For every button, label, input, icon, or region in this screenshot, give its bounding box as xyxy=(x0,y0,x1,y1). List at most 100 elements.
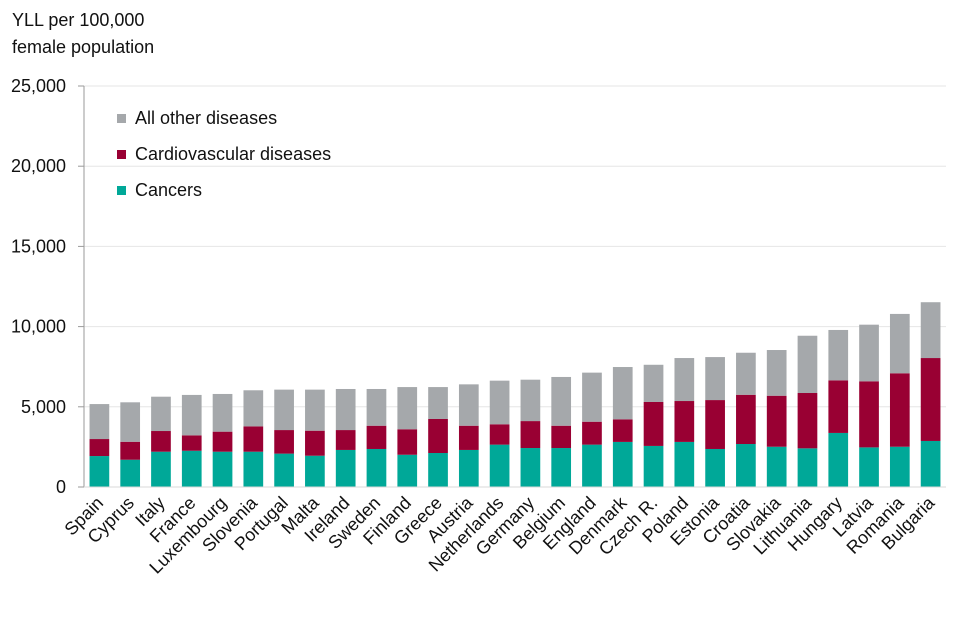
bar-denmark-cardiovascular-diseases[interactable] xyxy=(612,419,633,442)
bar-france-cardiovascular-diseases[interactable] xyxy=(181,435,202,451)
bar-hungary-cardiovascular-diseases[interactable] xyxy=(828,380,849,433)
bar-latvia-cardiovascular-diseases[interactable] xyxy=(859,381,879,448)
bar-spain-cardiovascular-diseases[interactable] xyxy=(89,439,110,457)
bar-poland-cancers[interactable] xyxy=(674,441,695,487)
bar-luxembourg-all-other-diseases[interactable] xyxy=(212,393,233,432)
bar-group-latvia xyxy=(859,324,879,487)
bar-luxembourg-cardiovascular-diseases[interactable] xyxy=(212,431,233,452)
bar-slovenia-all-other-diseases[interactable] xyxy=(243,390,264,427)
bar-ireland-cancers[interactable] xyxy=(335,449,356,487)
bar-latvia-cancers[interactable] xyxy=(859,447,879,487)
bar-slovenia-cardiovascular-diseases[interactable] xyxy=(243,426,264,452)
bar-czech-r-cancers[interactable] xyxy=(643,445,664,487)
bar-portugal-all-other-diseases[interactable] xyxy=(274,389,294,431)
bar-group-austria xyxy=(458,384,479,487)
bar-slovenia-cancers[interactable] xyxy=(243,451,264,487)
bar-slovakia-all-other-diseases[interactable] xyxy=(766,350,787,396)
bar-romania-cardiovascular-diseases[interactable] xyxy=(889,373,910,447)
bar-austria-cancers[interactable] xyxy=(458,449,479,487)
bar-slovakia-cardiovascular-diseases[interactable] xyxy=(766,395,787,447)
bar-lithuania-cancers[interactable] xyxy=(797,448,818,487)
legend: All other diseases Cardiovascular diseas… xyxy=(117,100,331,208)
bar-netherlands-cardiovascular-diseases[interactable] xyxy=(489,424,510,445)
bar-lithuania-cardiovascular-diseases[interactable] xyxy=(797,393,818,449)
bar-ireland-all-other-diseases[interactable] xyxy=(335,388,356,431)
bar-ireland-cardiovascular-diseases[interactable] xyxy=(335,430,356,450)
bar-italy-cardiovascular-diseases[interactable] xyxy=(151,431,171,452)
bar-group-slovenia xyxy=(243,390,264,487)
bar-poland-all-other-diseases[interactable] xyxy=(674,358,695,402)
bar-finland-all-other-diseases[interactable] xyxy=(397,387,418,430)
bar-austria-all-other-diseases[interactable] xyxy=(458,384,479,426)
bar-england-cancers[interactable] xyxy=(582,444,602,487)
bar-greece-cancers[interactable] xyxy=(428,452,448,487)
bar-belgium-all-other-diseases[interactable] xyxy=(551,376,572,426)
bar-italy-cancers[interactable] xyxy=(151,451,171,487)
bar-spain-all-other-diseases[interactable] xyxy=(89,404,110,440)
bar-malta-cancers[interactable] xyxy=(305,455,325,487)
bar-bulgaria-all-other-diseases[interactable] xyxy=(920,302,941,359)
bar-spain-cancers[interactable] xyxy=(89,456,110,487)
bar-estonia-cancers[interactable] xyxy=(705,448,725,487)
bar-portugal-cancers[interactable] xyxy=(274,453,294,487)
bar-croatia-cardiovascular-diseases[interactable] xyxy=(736,394,756,445)
y-tick-label: 0 xyxy=(56,477,66,497)
bar-romania-all-other-diseases[interactable] xyxy=(889,313,910,374)
bar-finland-cancers[interactable] xyxy=(397,454,418,487)
bar-denmark-cancers[interactable] xyxy=(612,441,633,487)
bar-estonia-cardiovascular-diseases[interactable] xyxy=(705,400,725,449)
bar-sweden-cancers[interactable] xyxy=(366,448,387,487)
bar-cyprus-cardiovascular-diseases[interactable] xyxy=(120,441,141,460)
bar-denmark-all-other-diseases[interactable] xyxy=(612,367,633,420)
x-tick-labels: SpainCyprusItalyFranceLuxembourgSlovenia… xyxy=(61,492,940,578)
bar-italy-all-other-diseases[interactable] xyxy=(151,396,171,432)
bar-belgium-cancers[interactable] xyxy=(551,448,572,487)
bar-belgium-cardiovascular-diseases[interactable] xyxy=(551,425,572,449)
bar-poland-cardiovascular-diseases[interactable] xyxy=(674,401,695,442)
bar-greece-all-other-diseases[interactable] xyxy=(428,387,448,419)
bar-croatia-cancers[interactable] xyxy=(736,444,756,487)
bar-bulgaria-cardiovascular-diseases[interactable] xyxy=(920,358,941,441)
bar-czech-r-all-other-diseases[interactable] xyxy=(643,364,664,402)
bar-finland-cardiovascular-diseases[interactable] xyxy=(397,429,418,455)
bar-portugal-cardiovascular-diseases[interactable] xyxy=(274,430,294,454)
bar-bulgaria-cancers[interactable] xyxy=(920,440,941,487)
bar-hungary-cancers[interactable] xyxy=(828,432,849,487)
bar-england-all-other-diseases[interactable] xyxy=(582,372,602,422)
bar-group-slovakia xyxy=(766,350,787,487)
bar-sweden-cardiovascular-diseases[interactable] xyxy=(366,425,387,449)
y-tick-label: 20,000 xyxy=(11,156,66,176)
bar-austria-cardiovascular-diseases[interactable] xyxy=(458,425,479,450)
bar-england-cardiovascular-diseases[interactable] xyxy=(582,421,602,445)
bar-group-bulgaria xyxy=(920,302,941,487)
bar-france-cancers[interactable] xyxy=(181,450,202,487)
bar-greece-cardiovascular-diseases[interactable] xyxy=(428,418,448,453)
bar-lithuania-all-other-diseases[interactable] xyxy=(797,335,818,394)
bar-romania-cancers[interactable] xyxy=(889,446,910,487)
bar-malta-all-other-diseases[interactable] xyxy=(305,389,325,431)
bar-sweden-all-other-diseases[interactable] xyxy=(366,388,387,426)
bar-germany-all-other-diseases[interactable] xyxy=(520,379,541,422)
bar-slovakia-cancers[interactable] xyxy=(766,446,787,487)
bar-luxembourg-cancers[interactable] xyxy=(212,451,233,487)
legend-item-all-other-diseases[interactable]: All other diseases xyxy=(117,100,331,136)
bar-france-all-other-diseases[interactable] xyxy=(181,394,202,436)
bar-czech-r-cardiovascular-diseases[interactable] xyxy=(643,401,664,446)
bar-group-france xyxy=(181,394,202,487)
legend-item-cardiovascular-diseases[interactable]: Cardiovascular diseases xyxy=(117,136,331,172)
bar-netherlands-cancers[interactable] xyxy=(489,444,510,487)
bar-group-czech-r xyxy=(643,364,664,487)
bar-cyprus-cancers[interactable] xyxy=(120,459,141,487)
bar-germany-cardiovascular-diseases[interactable] xyxy=(520,421,541,449)
bar-estonia-all-other-diseases[interactable] xyxy=(705,357,725,401)
bar-group-italy xyxy=(151,396,171,487)
legend-item-cancers[interactable]: Cancers xyxy=(117,172,331,208)
bar-germany-cancers[interactable] xyxy=(520,448,541,487)
bar-cyprus-all-other-diseases[interactable] xyxy=(120,402,141,442)
bar-netherlands-all-other-diseases[interactable] xyxy=(489,380,510,425)
bar-malta-cardiovascular-diseases[interactable] xyxy=(305,430,325,456)
bar-croatia-all-other-diseases[interactable] xyxy=(736,352,756,395)
bar-hungary-all-other-diseases[interactable] xyxy=(828,329,849,381)
bar-latvia-all-other-diseases[interactable] xyxy=(859,324,879,382)
bar-group-denmark xyxy=(612,367,633,487)
